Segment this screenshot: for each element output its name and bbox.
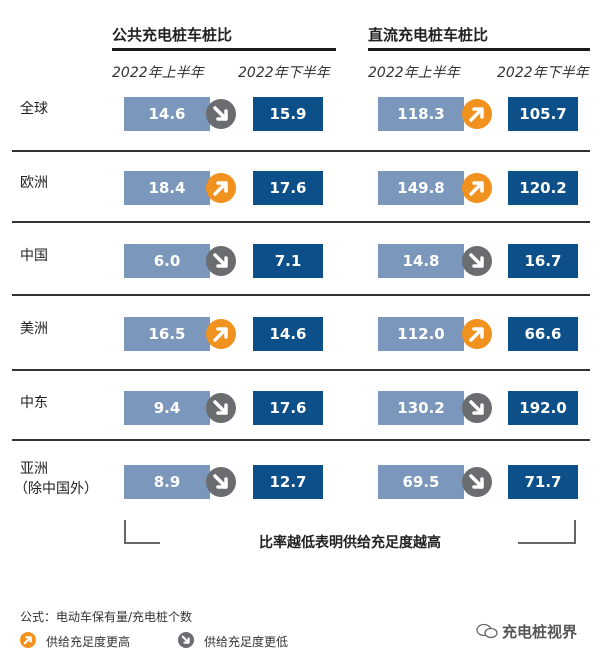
legend-down-label: 供给充足度更低	[204, 635, 289, 649]
dc-column-rule	[368, 48, 590, 51]
trend-down-icon	[462, 393, 492, 423]
trend-up-icon	[462, 319, 492, 349]
public-h2-value: 15.9	[253, 97, 323, 131]
public-h1-value: 9.4	[124, 391, 210, 425]
watermark-icon	[476, 623, 498, 643]
formula-text: 公式：电动车保有量/充电桩个数	[20, 610, 193, 624]
region-label: 中国	[20, 248, 48, 264]
dc-h2-value: 120.2	[508, 171, 578, 205]
public-h1-value: 6.0	[124, 244, 210, 278]
trend-down-icon	[206, 246, 236, 276]
public-h2-value: 12.7	[253, 465, 323, 499]
trend-down-icon	[206, 393, 236, 423]
trend-up-icon	[206, 173, 236, 203]
public-period-h1: 2022年上半年	[112, 65, 204, 81]
public-h1-value: 14.6	[124, 97, 210, 131]
public-h1-value: 8.9	[124, 465, 210, 499]
trend-up-icon	[206, 319, 236, 349]
bracket-left	[124, 520, 160, 544]
dc-h1-value: 69.5	[378, 465, 464, 499]
public-period-h2: 2022年下半年	[238, 65, 330, 81]
public-h2-value: 17.6	[253, 391, 323, 425]
trend-down-icon	[462, 246, 492, 276]
trend-up-icon	[462, 99, 492, 129]
dc-period-h1: 2022年上半年	[368, 65, 460, 81]
region-label: 欧洲	[20, 175, 48, 191]
region-label: 亚洲	[20, 461, 48, 477]
region-label: 美洲	[20, 321, 48, 337]
legend-up-label: 供给充足度更高	[46, 635, 131, 649]
region-label: 全球	[20, 101, 48, 117]
dc-h1-value: 14.8	[378, 244, 464, 278]
dc-h2-value: 16.7	[508, 244, 578, 278]
dc-h2-value: 71.7	[508, 465, 578, 499]
dc-h1-value: 130.2	[378, 391, 464, 425]
public-h1-value: 16.5	[124, 317, 210, 351]
public-column-rule	[112, 48, 336, 51]
dc-h2-value: 192.0	[508, 391, 578, 425]
legend-down-icon	[178, 632, 194, 648]
bracket-right	[518, 520, 576, 544]
dc-h1-value: 112.0	[378, 317, 464, 351]
region-label-sub: （除中国外）	[14, 481, 98, 497]
trend-down-icon	[462, 467, 492, 497]
row-divider	[12, 439, 590, 441]
trend-up-icon	[462, 173, 492, 203]
row-divider	[12, 369, 590, 371]
public-h2-value: 7.1	[253, 244, 323, 278]
bracket-label: 比率越低表明供给充足度越高	[259, 535, 441, 551]
row-divider	[12, 150, 590, 152]
watermark-text: 充电桩视界	[502, 623, 578, 641]
public-h2-value: 17.6	[253, 171, 323, 205]
dc-h1-value: 118.3	[378, 97, 464, 131]
dc-column-title: 直流充电桩车桩比	[368, 26, 489, 44]
dc-h2-value: 105.7	[508, 97, 578, 131]
dc-h2-value: 66.6	[508, 317, 578, 351]
dc-period-h2: 2022年下半年	[497, 65, 589, 81]
public-h1-value: 18.4	[124, 171, 210, 205]
row-divider	[12, 294, 590, 296]
trend-down-icon	[206, 467, 236, 497]
trend-down-icon	[206, 99, 236, 129]
legend-up-icon	[20, 632, 36, 648]
dc-h1-value: 149.8	[378, 171, 464, 205]
public-column-title: 公共充电桩车桩比	[112, 26, 233, 44]
row-divider	[12, 221, 590, 223]
region-label: 中东	[20, 395, 48, 411]
public-h2-value: 14.6	[253, 317, 323, 351]
